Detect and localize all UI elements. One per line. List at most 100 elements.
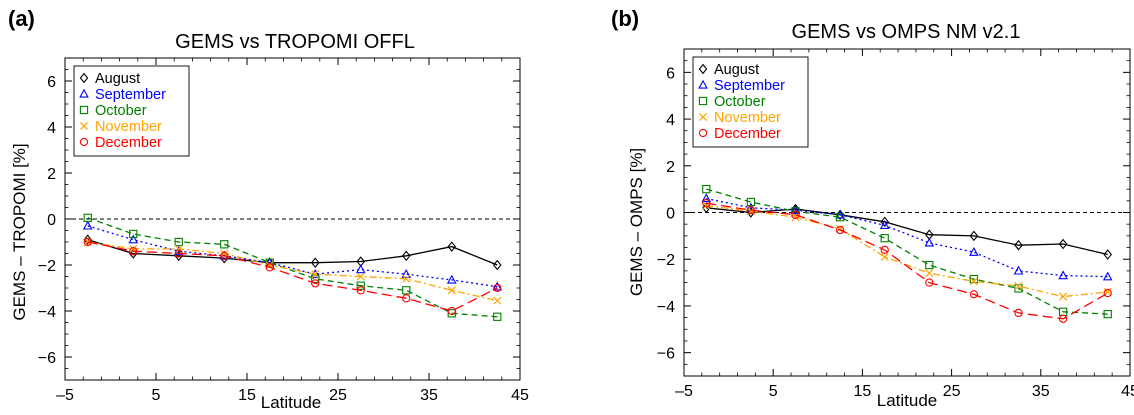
x-marker — [1059, 292, 1068, 301]
circle-marker — [969, 290, 979, 299]
diamond-marker — [969, 230, 979, 242]
y-tick-label: 0 — [666, 206, 675, 223]
legend-item: December — [698, 126, 781, 142]
panel-a: (a) GEMS vs TROPOMI OFFL Latitude GEMS –… — [8, 6, 529, 412]
chart-title: GEMS vs TROPOMI OFFL — [175, 31, 415, 53]
x-marker — [880, 252, 889, 261]
legend-label: August — [95, 71, 140, 87]
square-marker — [702, 184, 711, 194]
y-tick-label: −4 — [38, 304, 56, 321]
square-marker — [83, 213, 92, 222]
diamond-marker — [492, 259, 502, 271]
square-marker — [356, 281, 365, 290]
triangle-marker — [82, 220, 93, 230]
triangle-marker — [835, 209, 845, 219]
x-marker — [493, 296, 502, 305]
square-marker — [925, 260, 934, 270]
triangle-marker — [79, 88, 89, 98]
x-marker — [698, 112, 708, 122]
circle-marker — [1058, 314, 1068, 323]
circle-marker — [746, 206, 756, 215]
series-october — [702, 184, 1112, 319]
circle-marker — [129, 247, 138, 256]
circle-marker — [1103, 288, 1112, 298]
x-tick-label: 35 — [1032, 383, 1050, 400]
legend-box — [73, 65, 190, 157]
y-axis-label: GEMS – TROPOMI [%] — [10, 143, 29, 320]
square-marker — [129, 229, 138, 239]
triangle-marker — [446, 274, 457, 284]
diamond-marker — [1014, 239, 1023, 251]
x-marker — [969, 277, 978, 286]
x-tick-label: 5 — [769, 383, 778, 400]
legend-item: November — [79, 119, 162, 135]
diamond-marker — [83, 234, 93, 245]
x-tick-label: 35 — [420, 387, 438, 404]
y-tick-label: −6 — [657, 346, 675, 363]
circle-marker — [925, 278, 934, 287]
y-tick-label: 0 — [47, 212, 56, 229]
x-tick-label: 15 — [854, 383, 872, 400]
y-tick-label: −2 — [657, 252, 675, 269]
triangle-marker — [401, 268, 412, 278]
x-marker — [79, 121, 89, 131]
circle-marker — [220, 251, 229, 260]
triangle-marker — [492, 281, 503, 291]
series-line — [87, 239, 498, 266]
square-marker — [402, 286, 411, 295]
circle-marker — [1014, 308, 1023, 318]
square-marker — [698, 96, 708, 106]
series-august — [701, 202, 1113, 260]
diamond-marker — [1058, 238, 1068, 250]
x-marker — [402, 274, 411, 283]
x-axis-label: Latitude — [261, 393, 322, 412]
y-tick-label: −2 — [38, 258, 56, 275]
square-marker — [1014, 284, 1023, 293]
panel-label: (b) — [611, 6, 639, 31]
x-tick-label: 15 — [238, 387, 256, 404]
y-tick-label: −4 — [657, 299, 675, 316]
triangle-marker — [701, 193, 712, 203]
legend-item: December — [79, 135, 162, 151]
chart-panel-b: (b) GEMS vs OMPS NM v2.1 Latitude GEMS –… — [611, 6, 1134, 410]
legend-label: September — [714, 78, 785, 94]
square-marker — [880, 234, 889, 243]
legend-item: August — [79, 71, 140, 87]
square-marker — [174, 237, 183, 247]
y-tick-label: 6 — [47, 74, 56, 91]
series-december — [83, 237, 502, 316]
y-axis-label: GEMS – OMPS [%] — [627, 148, 646, 296]
series-line — [706, 204, 1108, 298]
x-tick-label: 25 — [329, 387, 347, 404]
legend-label: August — [714, 62, 759, 78]
circle-marker — [447, 306, 456, 316]
x-marker — [447, 286, 456, 295]
triangle-marker — [1013, 265, 1024, 275]
circle-marker — [402, 294, 411, 303]
square-marker — [1103, 309, 1112, 319]
legend-label: November — [95, 119, 162, 135]
circle-marker — [265, 263, 274, 272]
legend-item: September — [79, 87, 166, 103]
legend-item: September — [698, 78, 785, 94]
plot-area: –5 5 15 25 35 45 −6 −4 −2 0 2 4 6 AugustSeptemberOcto… — [38, 57, 529, 404]
series-october — [83, 213, 502, 321]
diamond-marker — [310, 257, 320, 268]
circle-marker — [880, 245, 889, 255]
circle-marker — [79, 137, 89, 147]
diamond-marker — [79, 72, 89, 84]
x-axis-label: Latitude — [877, 391, 938, 410]
triangle-marker — [355, 264, 366, 274]
series-line — [706, 207, 1108, 256]
triangle-marker — [128, 234, 139, 244]
circle-marker — [311, 279, 320, 288]
x-tick-label: 45 — [1121, 383, 1134, 400]
circle-marker — [791, 210, 800, 219]
panel-label: (a) — [8, 6, 35, 31]
x-marker — [265, 260, 274, 270]
square-marker — [220, 240, 229, 249]
series-line — [87, 225, 498, 288]
x-marker — [356, 272, 365, 281]
legend-label: September — [95, 87, 166, 103]
